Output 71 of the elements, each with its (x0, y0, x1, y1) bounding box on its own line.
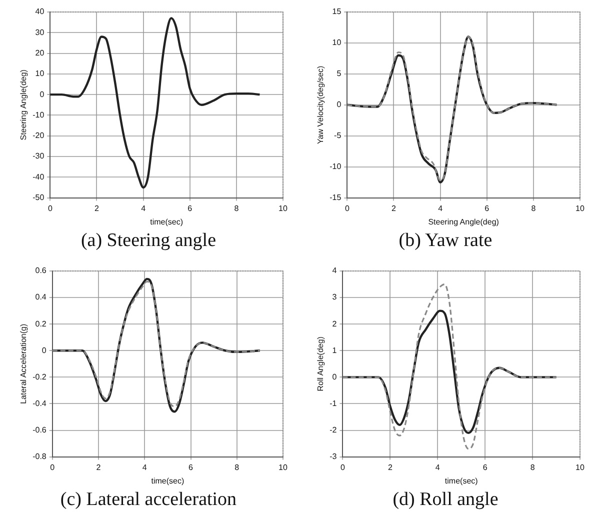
y-tick-label: 0.6 (35, 266, 47, 276)
x-tick-label: 0 (50, 462, 56, 472)
y-tick-label: -20 (32, 131, 45, 140)
y-tick-label: 0.2 (35, 319, 47, 328)
x-tick-label: 4 (438, 204, 444, 213)
x-tick-label: 6 (482, 462, 488, 472)
x-axis-title: time(sec) (444, 476, 478, 486)
y-tick-label: -3 (330, 452, 338, 462)
x-tick-label: 2 (388, 462, 393, 472)
x-tick-label: 0 (48, 204, 53, 213)
text: (b) Yaw rate (398, 230, 494, 252)
x-tick-label: 8 (531, 204, 536, 213)
y-tick-label: 15 (332, 7, 342, 16)
y-tick-label: -40 (32, 172, 45, 182)
x-tick-label: 4 (141, 204, 146, 213)
x-tick-label: 10 (576, 204, 585, 213)
x-tick-label: 2 (392, 204, 397, 213)
x-tick-label: 8 (234, 204, 240, 213)
text: (a) Steering angle (80, 230, 218, 252)
x-tick-label: 8 (530, 462, 536, 472)
x-tick-label: 2 (96, 462, 102, 472)
x-tick-label: 10 (576, 462, 585, 472)
x-tick-label: 6 (188, 462, 194, 472)
line-series (50, 17, 261, 189)
x-axis-title: time(sec) (150, 217, 184, 226)
x-tick-label: 2 (94, 204, 100, 213)
y-tick-label: 20 (35, 48, 45, 58)
y-tick-label: -15 (330, 193, 342, 202)
y-tick-label: -30 (32, 152, 45, 161)
x-tick-label: 10 (278, 462, 288, 472)
x-axis-title: Steering Angle(deg) (428, 217, 500, 226)
y-tick-label: -5 (334, 131, 342, 140)
text: (c) Lateral acceleration (59, 489, 238, 511)
y-tick-label: 40 (35, 7, 45, 16)
x-tick-label: 4 (435, 462, 440, 472)
x-tick-label: 0 (344, 204, 350, 213)
x-tick-label: 4 (142, 462, 148, 472)
x-tick-label: 6 (484, 204, 490, 213)
y-tick-label: 3 (332, 292, 338, 302)
y-tick-label: -0.4 (32, 398, 47, 408)
y-tick-label: 0 (42, 346, 47, 355)
y-tick-label: -0.2 (32, 372, 47, 382)
y-tick-label: 0 (40, 90, 45, 99)
x-tick-label: 8 (234, 462, 240, 472)
line-series (342, 283, 558, 450)
y-axis-title: Roll Angle(deg) (316, 336, 326, 392)
text: (d) Roll angle (392, 489, 500, 511)
line-series (342, 310, 558, 434)
y-tick-label: 0 (332, 372, 338, 382)
y-tick-label: -2 (330, 425, 338, 434)
y-tick-label: 10 (35, 69, 45, 78)
y-tick-label: -10 (330, 162, 342, 172)
y-tick-label: 4 (332, 266, 338, 276)
y-tick-label: -0.6 (32, 425, 47, 434)
y-tick-label: -0.8 (32, 452, 47, 462)
y-tick-label: 0.4 (35, 292, 47, 302)
y-tick-label: 30 (35, 28, 45, 37)
x-tick-label: 6 (188, 204, 193, 213)
y-tick-label: -50 (32, 193, 45, 202)
y-axis-title: Yaw Velocity(deg/sec) (316, 66, 326, 144)
y-axis-title: Lateral Acceleration(g) (19, 324, 28, 404)
y-tick-label: 5 (336, 69, 342, 78)
y-tick-label: -10 (32, 110, 45, 120)
y-tick-label: -1 (330, 398, 338, 408)
y-tick-label: 2 (332, 319, 338, 328)
y-tick-label: 0 (336, 100, 342, 110)
y-axis-title: Steering Angle(deg) (19, 69, 28, 140)
x-axis-title: time(sec) (151, 476, 184, 486)
y-tick-label: 1 (332, 346, 338, 355)
x-tick-label: 10 (278, 204, 288, 213)
y-tick-label: 10 (332, 38, 342, 48)
